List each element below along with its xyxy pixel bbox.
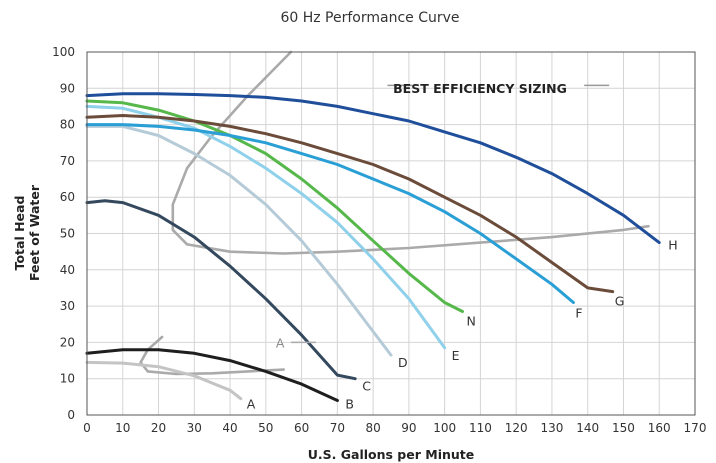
curve-label-g: G: [615, 294, 625, 309]
x-tick-label: 90: [401, 421, 416, 435]
plot-area: [86, 51, 696, 416]
y-axis-title-line-1: Total Head: [12, 196, 27, 271]
y-axis-title-line-2: Feet of Water: [27, 184, 42, 281]
x-tick-label: 170: [684, 421, 707, 435]
curve-label-a: A: [247, 397, 256, 412]
curve-label-e: E: [452, 348, 460, 363]
y-tick-label: 30: [60, 299, 75, 313]
best-efficiency-lines: [139, 50, 650, 376]
curve-c: [85, 199, 357, 381]
y-tick-label: 10: [60, 372, 75, 386]
x-tick-label: 30: [187, 421, 202, 435]
curve-label-n: N: [467, 314, 476, 329]
x-tick-label: 50: [258, 421, 273, 435]
x-tick-label: 140: [576, 421, 599, 435]
x-tick-label: 130: [540, 421, 563, 435]
y-tick-label: 90: [60, 81, 75, 95]
annotation-a-label: A: [276, 335, 285, 350]
y-tick-label: 80: [60, 118, 75, 132]
curve-label-b: B: [345, 396, 354, 411]
x-tick-label: 20: [151, 421, 166, 435]
y-tick-label: 20: [60, 335, 75, 349]
grid: [87, 52, 695, 415]
y-tick-label: 60: [60, 190, 75, 204]
annotation-label: BEST EFFICIENCY SIZING: [393, 81, 567, 96]
pump-curves: [85, 92, 661, 402]
curve-label-d: D: [398, 355, 408, 370]
x-tick-label: 110: [469, 421, 492, 435]
best-efficiency-line: [139, 335, 285, 376]
y-tick-label: 0: [67, 408, 75, 422]
curve-f: [85, 123, 575, 304]
curve-label-h: H: [668, 238, 677, 253]
x-tick-label: 160: [648, 421, 671, 435]
x-tick-label: 100: [433, 421, 456, 435]
curve-b: [85, 348, 339, 402]
y-tick-label: 50: [60, 227, 75, 241]
x-tick-label: 60: [294, 421, 309, 435]
curve-a: [85, 360, 243, 401]
y-axis-title: Total Head Feet of Water: [12, 184, 42, 281]
y-tick-label: 40: [60, 263, 75, 277]
x-tick-label: 120: [505, 421, 528, 435]
curve-label-c: C: [362, 379, 371, 394]
y-tick-label: 100: [52, 45, 75, 59]
curve-h: [85, 92, 661, 245]
chart-title: 60 Hz Performance Curve: [280, 10, 459, 26]
curve-d: [85, 124, 393, 357]
x-tick-label: 10: [115, 421, 130, 435]
curve-n: [85, 99, 464, 313]
curve-label-f: F: [575, 305, 582, 320]
axis-ticks: 0 10 20 30 40 50 60 70 80 90 100 110 120 130 140 150 160…: [52, 45, 706, 435]
x-tick-label: 80: [365, 421, 380, 435]
x-axis-title: U.S. Gallons per Minute: [308, 447, 474, 462]
curve-labels: A BC D E N F G H A: [247, 84, 678, 412]
curve-g: [85, 114, 615, 294]
x-tick-label: 0: [83, 421, 91, 435]
x-tick-label: 150: [612, 421, 635, 435]
x-tick-label: 40: [222, 421, 237, 435]
best-efficiency-line: [171, 50, 650, 255]
curve-e: [85, 104, 447, 350]
x-tick-label: 70: [330, 421, 345, 435]
y-tick-label: 70: [60, 154, 75, 168]
